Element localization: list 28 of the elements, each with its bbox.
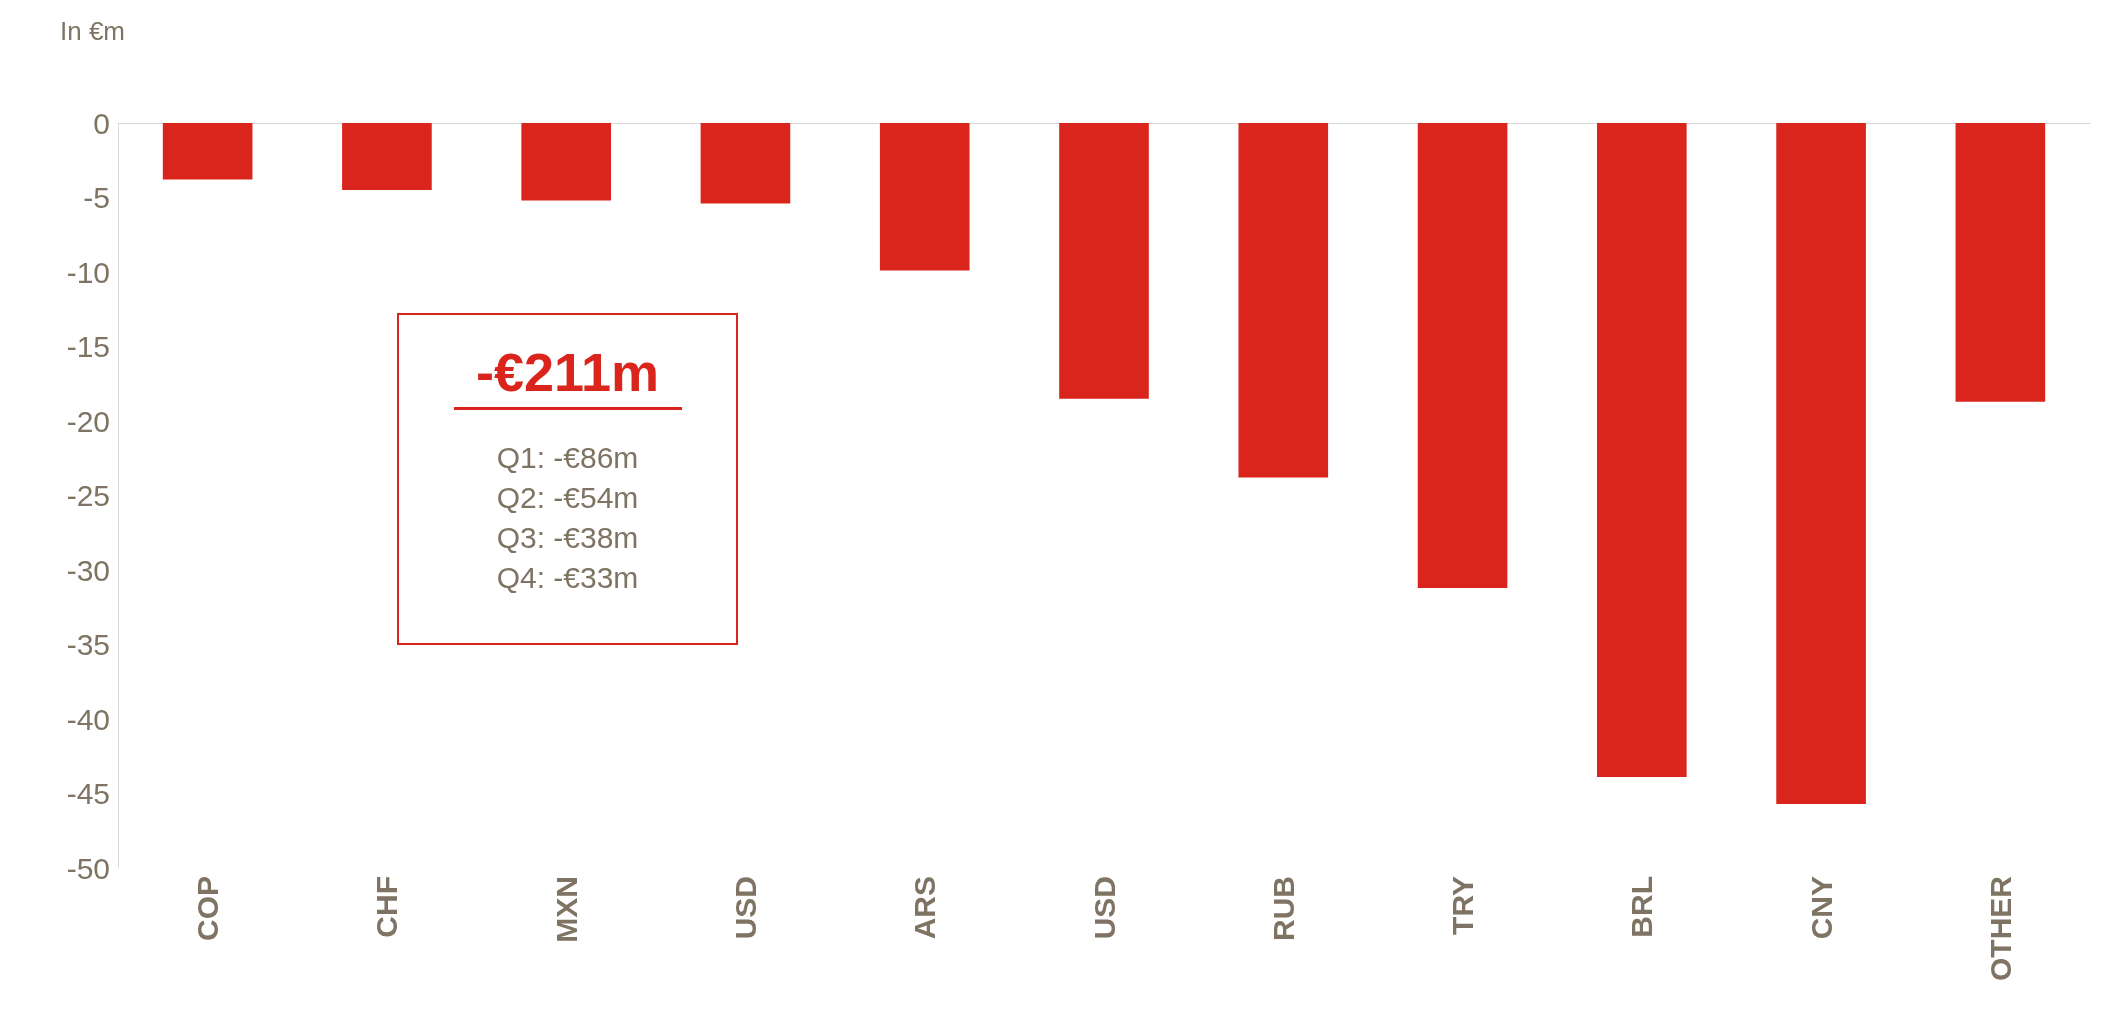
x-tick-label: USD <box>1087 876 1121 940</box>
y-tick-label: -20 <box>66 404 110 438</box>
x-tick-label: USD <box>728 876 762 940</box>
y-axis-title: In €m <box>60 16 126 46</box>
y-tick-label: -35 <box>66 628 110 661</box>
x-tick-label: BRL <box>1625 876 1659 938</box>
y-tick-label: -15 <box>66 330 110 363</box>
x-tick-label: TRY <box>1446 876 1480 935</box>
annotation: Q1: -€86m <box>495 440 640 476</box>
x-tick-label: CNY <box>1804 876 1838 940</box>
y-tick-label: -10 <box>66 255 110 289</box>
y-tick-label: -25 <box>66 479 110 512</box>
y-tick-label: 0 <box>93 106 110 140</box>
x-tick-label: OTHER <box>1983 875 2017 981</box>
x-tick-label: COP <box>191 876 225 942</box>
annotation: Q4: -€33m <box>495 560 640 596</box>
y-tick-label: -50 <box>66 851 110 885</box>
annotation: -€211m <box>453 341 682 410</box>
x-tick-label: MXN <box>549 876 583 943</box>
y-tick-label: -45 <box>66 777 110 810</box>
y-tick-label: -5 <box>83 181 110 214</box>
annotation: Q3: -€38m <box>495 520 640 556</box>
y-tick-label: -40 <box>66 702 110 736</box>
annotation: Q2: -€54m <box>495 480 640 516</box>
x-tick-label: RUB <box>1266 876 1300 941</box>
x-tick-label: ARS <box>908 876 942 940</box>
y-tick-label: -30 <box>66 553 110 587</box>
x-tick-label: CHF <box>370 876 404 938</box>
